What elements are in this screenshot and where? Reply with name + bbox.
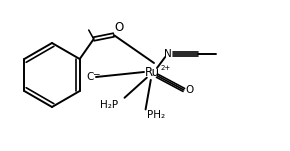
Text: C: C	[86, 72, 93, 82]
Text: H₂P: H₂P	[100, 100, 119, 110]
Text: 2+: 2+	[161, 65, 171, 71]
Text: −: −	[92, 69, 99, 79]
Text: Ru: Ru	[144, 66, 160, 79]
Text: N: N	[164, 49, 172, 59]
Text: O: O	[115, 21, 124, 34]
Text: PH₂: PH₂	[146, 110, 165, 120]
Text: O: O	[186, 85, 194, 95]
